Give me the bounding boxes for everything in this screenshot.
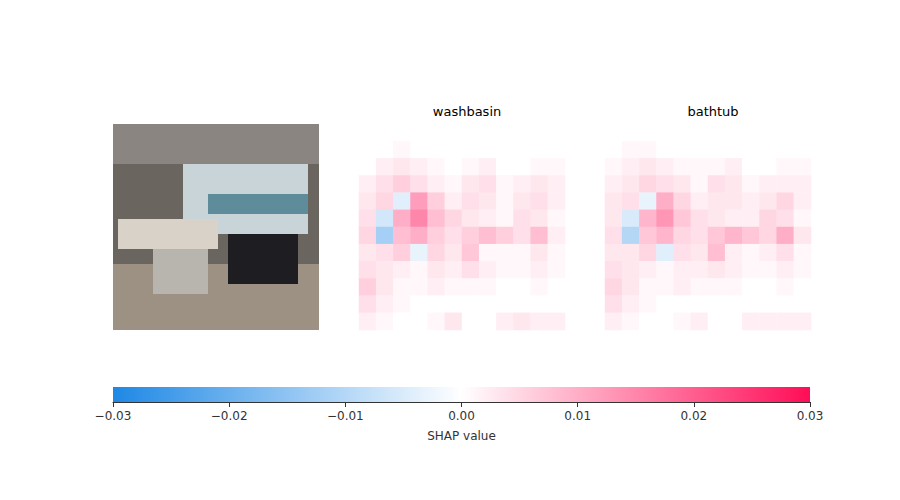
svg-text:−0.02: −0.02 (211, 409, 248, 423)
svg-text:−0.03: −0.03 (95, 409, 132, 423)
svg-text:washbasin: washbasin (433, 104, 501, 119)
svg-text:bathtub: bathtub (687, 104, 738, 119)
svg-text:−0.01: −0.01 (327, 409, 364, 423)
svg-text:0.00: 0.00 (448, 409, 475, 423)
svg-text:SHAP value: SHAP value (427, 429, 496, 443)
svg-text:0.02: 0.02 (680, 409, 707, 423)
svg-text:0.03: 0.03 (797, 409, 824, 423)
svg-text:0.01: 0.01 (564, 409, 591, 423)
